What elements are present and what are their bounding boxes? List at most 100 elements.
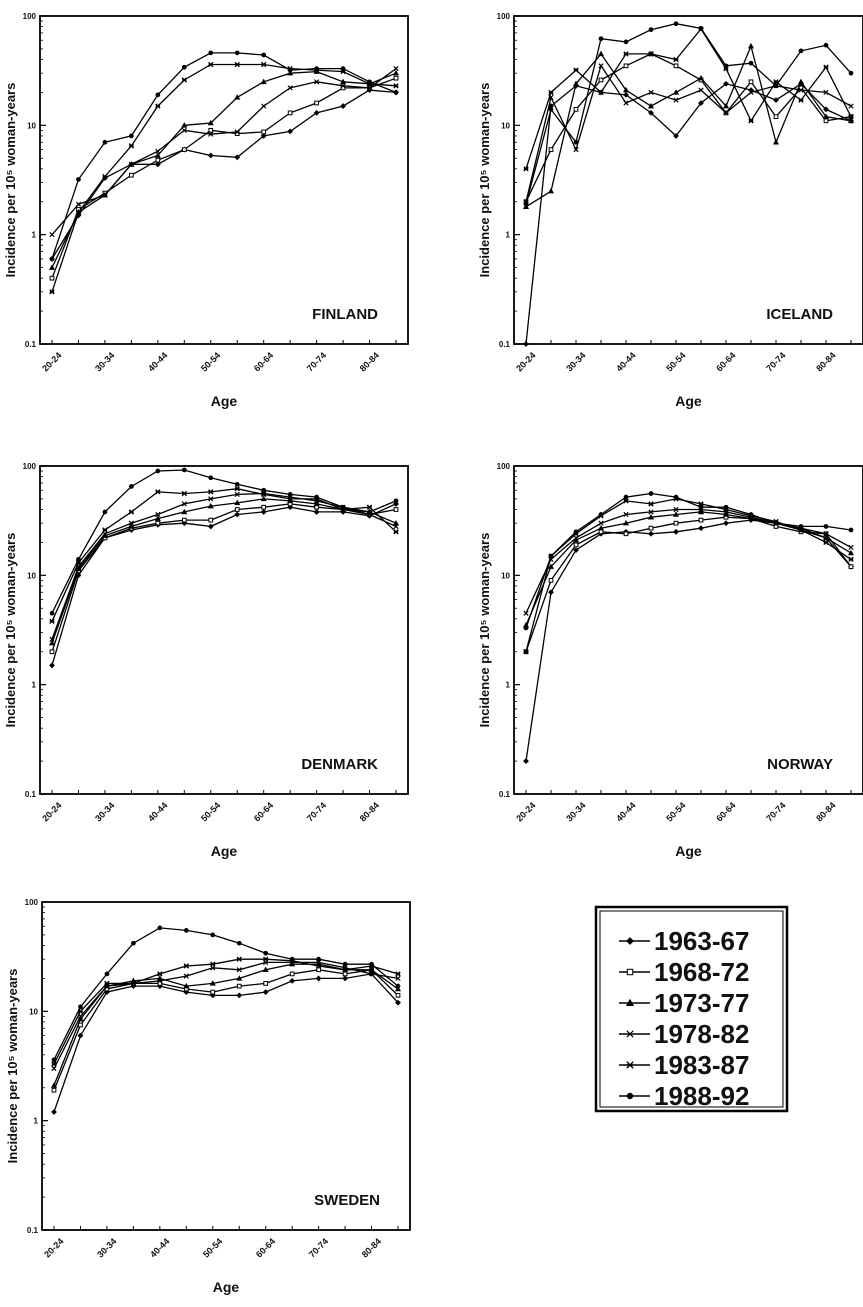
data-point [155,103,161,109]
data-point [393,66,399,72]
panel-country-label: FINLAND [312,306,378,323]
data-point [368,966,375,973]
y-axis-title: Incidence per 10⁵ woman-years [3,533,18,728]
data-point [155,520,161,526]
legend: 1963-671968-721973-771978-821983-871988-… [594,905,789,1113]
data-point [366,504,373,510]
series-line [53,958,399,1065]
data-point [623,51,629,57]
data-point [598,512,604,517]
x-tick-label: 80-84 [814,800,837,823]
data-point [49,662,55,669]
data-point [847,549,855,556]
y-tick-label: 0.1 [499,790,511,799]
data-point [131,940,136,946]
data-point [181,64,187,70]
legend-inner-frame [599,910,784,1108]
series-line [53,973,399,1113]
data-point [623,91,629,98]
x-axis-title: Age [211,393,238,409]
data-point [573,547,579,554]
y-axis-ticks: 0.1 1 10 100 [23,12,46,349]
data-point [234,50,240,56]
data-point [102,527,108,533]
series-1983-87 [49,486,399,624]
data-point [234,499,241,506]
data-point [49,636,55,642]
data-point [155,468,161,474]
legend-marker-icon [625,998,635,1007]
series-line [51,52,397,260]
data-point [49,256,55,262]
data-point [773,520,779,526]
data-point [623,511,629,518]
x-axis-ticks: 20-24 30-34 40-44 50-54 60-64 70-74 80-84 [514,790,852,824]
data-point [598,77,604,83]
plot-frame [41,901,411,1231]
data-point [342,967,348,973]
data-point [623,63,629,69]
data-point [181,77,188,83]
data-point [129,484,134,489]
data-point [261,487,267,493]
data-point [748,512,754,517]
data-point [208,496,214,502]
series-line [525,53,852,203]
data-point [393,83,399,89]
data-point [823,539,829,546]
x-tick-label: 60-64 [252,800,275,823]
data-point [648,51,654,57]
legend-items: 1963-671968-721973-771978-821983-871988-… [619,926,749,1111]
x-tick-label: 40-44 [148,1236,171,1259]
data-point [260,509,267,515]
data-point [393,523,399,530]
data-point [573,139,579,145]
data-point [848,527,854,533]
data-point [234,61,240,68]
data-point [773,114,779,120]
data-point [673,21,679,27]
data-point [573,529,579,535]
series-line [525,508,852,614]
data-point [51,1057,57,1063]
data-point [315,975,322,982]
series-line [53,961,399,1069]
legend-label: 1963-67 [654,926,749,956]
data-point [261,103,267,109]
plot-frame [513,15,863,345]
series-line [525,492,852,629]
data-point [622,86,630,93]
data-point [207,523,214,530]
x-tick-label: 40-44 [614,800,637,823]
data-point [128,143,135,149]
data-point [234,507,240,512]
data-point [748,118,754,124]
y-axis-ticks: 0.1 1 10 100 [497,12,520,349]
data-point [234,481,240,487]
data-point [623,100,629,106]
data-point [648,27,654,33]
data-point [723,520,729,527]
data-point [369,961,374,967]
y-tick-label: 100 [497,462,511,471]
data-point [848,113,854,120]
data-point [48,264,56,270]
data-point [128,523,135,529]
data-point [289,956,295,962]
series-line [525,82,852,345]
x-tick-label: 60-64 [714,350,737,373]
series-1978-82 [523,506,854,616]
data-point [51,1061,57,1067]
legend-label: 1973-77 [654,988,749,1018]
data-point [598,520,604,526]
series-1973-77 [48,68,400,270]
y-tick-label: 0.1 [27,1226,39,1235]
data-point [547,563,555,569]
data-point [597,50,605,57]
x-tick-label: 80-84 [360,1236,383,1259]
data-point [342,961,348,967]
data-point [773,83,779,89]
data-point [207,502,214,509]
data-point [181,127,187,133]
y-axis-title: Incidence per 10⁵ woman-years [477,533,492,728]
